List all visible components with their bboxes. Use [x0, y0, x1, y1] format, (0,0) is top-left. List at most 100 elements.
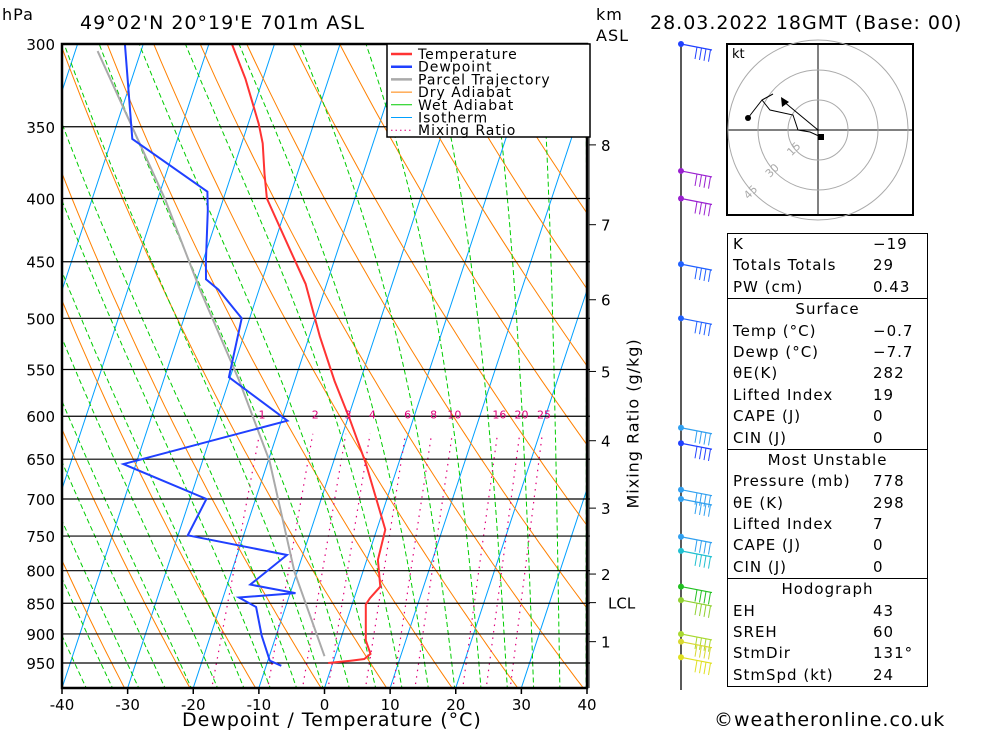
- index-value: 778: [873, 472, 905, 491]
- temperature-tick-label: -40: [50, 696, 75, 714]
- wind-barb-feather: [699, 202, 702, 215]
- hodograph-start-marker: [818, 134, 824, 140]
- pressure-tick-label: 400: [26, 190, 55, 208]
- mixing-ratio-label: 10: [447, 409, 461, 422]
- index-row: Totals Totals 29: [728, 255, 927, 276]
- index-row: CIN (J) 0: [728, 557, 927, 578]
- temperature-tick-label: -10: [247, 696, 272, 714]
- pressure-tick-label: 650: [26, 451, 55, 469]
- dry-adiabat-line: [153, 44, 519, 688]
- storm-motion-vector: [782, 100, 819, 131]
- mixing-ratio-label: 20: [514, 409, 528, 422]
- index-row: θE(K) 282: [728, 363, 927, 384]
- index-value: −7.7: [873, 342, 914, 361]
- wind-barb-feather: [703, 591, 707, 604]
- index-value: 131°: [873, 644, 914, 663]
- index-value: −19: [873, 235, 908, 253]
- surface-indices: Surface Temp (°C) −0.7 Dewp (°C) −7.7 θE(K) 28…: [728, 298, 927, 449]
- wind-barb-feather: [699, 322, 702, 335]
- legend-label: Parcel Trajectory: [418, 72, 551, 88]
- wind-barb-feather: [708, 176, 711, 189]
- pressure-tick-label: 750: [26, 528, 55, 546]
- temperature-tick-label: 20: [446, 696, 465, 714]
- wind-barb-feather: [694, 501, 698, 515]
- pressure-tick-label: 350: [26, 119, 55, 137]
- pressure-tick-label: 300: [26, 36, 55, 54]
- asl-unit-label: ASL: [596, 26, 630, 45]
- wind-barb-feather: [703, 494, 707, 507]
- index-label: CIN (J): [733, 557, 788, 576]
- wind-barb-feather: [703, 432, 707, 445]
- index-label: StmSpd (kt): [733, 665, 834, 684]
- mixing-ratio-line: [327, 433, 371, 688]
- indices-table: K −19 Totals Totals 29 PW (cm) 0.43 Surface Te…: [727, 233, 928, 688]
- mixing-ratio-label: 25: [537, 409, 551, 422]
- index-value: 298: [873, 493, 905, 512]
- index-label: Lifted Index: [733, 385, 834, 404]
- dewpoint-line: [120, 44, 296, 667]
- mixing-ratio-line: [392, 433, 433, 688]
- legend-label: Dewpoint: [418, 60, 493, 76]
- wind-barb-feather: [708, 592, 711, 605]
- dry-adiabat-line: [339, 44, 587, 446]
- pressure-tick-label: 500: [26, 310, 55, 328]
- km-unit-label: km: [596, 5, 623, 24]
- wind-barb-feather: [694, 644, 698, 657]
- wind-barb-feather: [708, 639, 711, 652]
- mixing-ratio-label: 3: [345, 409, 352, 422]
- index-row: StmSpd (kt) 24: [728, 665, 927, 686]
- wind-barb-feather: [708, 204, 711, 217]
- wind-barb-feather: [703, 555, 707, 568]
- index-value: −0.7: [873, 321, 914, 340]
- legend-box: [386, 43, 591, 138]
- pressure-tick-label: 700: [26, 491, 55, 509]
- wind-barb-feather: [703, 447, 707, 461]
- index-value: 0: [873, 536, 884, 555]
- wind-barb-feather: [694, 46, 698, 60]
- wind-barb-feather: [703, 541, 707, 554]
- wind-barb-feather: [694, 492, 698, 505]
- index-value: 43: [873, 601, 895, 620]
- isotherm-line: [62, 44, 144, 292]
- index-row: K −19: [728, 234, 927, 255]
- legend-label: Dry Adiabat: [418, 85, 512, 101]
- wet-adiabat-line: [63, 44, 324, 688]
- wet-adiabat-line: [62, 577, 114, 688]
- index-value: 0.43: [873, 277, 911, 296]
- wet-adiabat-line: [62, 519, 140, 688]
- km-tick-label: 2: [601, 566, 611, 584]
- km-tick-label: 5: [601, 363, 611, 381]
- wind-barb-feather: [703, 48, 707, 61]
- index-label: θE(K): [733, 364, 779, 383]
- isotherm-line: [0, 44, 12, 691]
- dry-adiabat-line: [432, 44, 587, 290]
- wind-barb-feather: [699, 603, 702, 617]
- mixing-ratio-line: [301, 433, 347, 688]
- wind-barb-feather: [708, 504, 711, 517]
- index-label: CAPE (J): [733, 407, 802, 426]
- index-value: 282: [873, 364, 905, 383]
- mixing-ratio-label: 1: [259, 409, 266, 422]
- wind-barb-feather: [694, 173, 698, 187]
- wind-barb-feather: [699, 661, 702, 674]
- hodograph-ring: [727, 39, 909, 221]
- wind-barb-feather: [694, 589, 698, 602]
- legend-label: Mixing Ratio: [418, 123, 516, 139]
- hodograph-indices: Hodograph EH 43 SREH 60 StmDir 131° StmSpd (kt)…: [728, 578, 927, 686]
- pressure-tick-label: 450: [26, 254, 55, 272]
- copyright: ©weatheronline.co.uk: [714, 709, 946, 731]
- wind-barb-feather: [699, 174, 702, 187]
- section-title: Surface: [795, 300, 860, 319]
- wind-barb-feather: [699, 540, 702, 553]
- wind-barb-feather: [708, 662, 711, 676]
- wind-barb-feather: [703, 604, 707, 617]
- wind-barb-feather: [703, 175, 707, 188]
- wind-barb-feather: [699, 590, 702, 603]
- datetime-title: 28.03.2022 18GMT (Base: 00): [650, 12, 963, 34]
- legend-label: Wet Adiabat: [418, 98, 514, 114]
- axes: 1 2 3 4 6 8 10 16 20 2530035040045050055060065070…: [26, 36, 635, 714]
- wet-adiabat-line: [540, 44, 561, 688]
- mixing-ratio-label: 6: [404, 409, 411, 422]
- wind-barb-feather: [703, 646, 707, 659]
